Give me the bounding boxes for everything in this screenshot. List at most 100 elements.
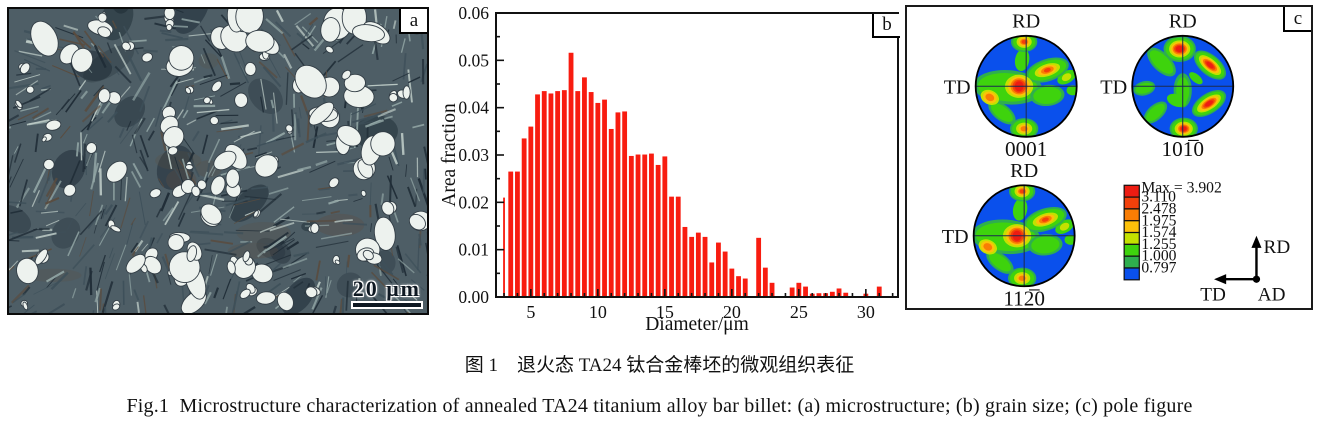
legend-level-label: 2.478	[1141, 200, 1176, 217]
pf-top-label: RD	[1169, 11, 1197, 33]
bar	[669, 196, 674, 297]
bar	[789, 287, 795, 297]
y-tick-label: 0.04	[458, 98, 489, 118]
bar	[716, 242, 721, 297]
scale-bar: 20 μm	[352, 276, 421, 307]
bar	[515, 171, 520, 297]
bar	[736, 276, 741, 297]
bar	[689, 236, 695, 297]
y-tick-label: 0.05	[458, 50, 489, 70]
pf-plane-label: 101̅0	[1162, 137, 1204, 161]
bar	[642, 154, 648, 297]
micrograph-image	[9, 9, 427, 313]
bar	[568, 52, 574, 298]
pf-left-label: TD	[944, 76, 971, 98]
y-tick-label: 0.01	[458, 240, 489, 260]
x-axis-label: Diameter/μm	[645, 314, 749, 335]
bar	[742, 278, 748, 297]
x-tick-label: 15	[656, 302, 674, 322]
pf-plane-label: 112̅0	[1003, 286, 1045, 308]
bar	[722, 251, 728, 297]
bar	[561, 90, 567, 298]
bar	[829, 291, 835, 297]
bar	[582, 77, 587, 298]
pole-figure-1120: RD TD 112̅0	[942, 160, 1076, 308]
caption-chinese: 图 1 退火态 TA24 钛合金棒坯的微观组织表征	[464, 355, 855, 376]
legend-level-label: 1.255	[1141, 236, 1176, 253]
x-tick-label: 25	[790, 302, 808, 322]
bar	[635, 154, 641, 297]
bar	[508, 171, 514, 297]
bar	[769, 282, 775, 297]
panel-b-label: b	[872, 14, 900, 38]
bar	[729, 268, 735, 297]
y-tick-label: 0.06	[458, 3, 489, 23]
pf-top-label: RD	[1010, 160, 1038, 182]
alpha-grains	[14, 9, 427, 313]
bar	[655, 164, 661, 297]
bar	[535, 94, 540, 297]
bar	[843, 292, 849, 297]
legend-level-label: 3.110	[1141, 189, 1176, 206]
pole-figure-0001: RD TD 0001	[944, 11, 1078, 161]
scale-bar-label: 20 μm	[352, 276, 421, 301]
panel-c-label: c	[1283, 7, 1311, 32]
x-tick-label: 5	[526, 302, 535, 322]
bar	[816, 293, 822, 297]
legend-level-label: 1.000	[1141, 248, 1176, 265]
legend-level-label: 1.975	[1141, 212, 1176, 229]
triad-ad-label: AD	[1258, 284, 1286, 305]
pf-left-label: TD	[1100, 76, 1127, 98]
pf-left-label: TD	[942, 226, 969, 248]
bar	[662, 156, 668, 297]
triad-td-label: TD	[1200, 284, 1226, 305]
bar	[756, 237, 762, 297]
bar	[521, 138, 527, 297]
legend-max-label: Max = 3.902	[1141, 179, 1222, 196]
x-tick-label: 20	[723, 302, 741, 322]
bar	[575, 91, 581, 297]
pole-figure-1010: RD TD 101̅0	[1100, 11, 1235, 161]
panel-b-bar-chart: 5 10 15 20 25 30 0.00 0.01 0.02 0.03 0.04 0.05 0.06 D…	[440, 3, 899, 335]
bar	[649, 153, 654, 297]
bar	[588, 92, 594, 297]
panel-c-pole-figures: RD TD 0001 RD TD 101̅0 RD TD 112̅0 Max = 3.902 3.1…	[905, 5, 1313, 310]
pf-top-label: RD	[1012, 11, 1040, 33]
bar	[528, 126, 534, 297]
bar	[541, 91, 547, 297]
bar	[675, 196, 681, 297]
bar	[702, 236, 708, 297]
bar	[836, 288, 842, 297]
bar	[595, 102, 601, 298]
bar	[762, 267, 768, 297]
bar	[695, 232, 701, 297]
y-tick-label: 0.00	[458, 287, 489, 307]
pf-plane-label: 0001	[1005, 137, 1047, 161]
bar	[608, 128, 614, 297]
bar	[503, 197, 505, 297]
bar	[709, 262, 715, 297]
y-axis-label: Area fraction	[440, 103, 460, 207]
orientation-triad: RD TD AD	[1200, 235, 1290, 305]
y-tick-label: 0.02	[458, 192, 489, 212]
bar	[803, 286, 808, 297]
bar	[876, 286, 882, 297]
bar	[555, 91, 561, 297]
bar	[602, 99, 607, 298]
bar	[548, 93, 554, 297]
legend-level-label: 1.574	[1141, 224, 1176, 241]
x-tick-label: 30	[857, 302, 875, 322]
panel-a-label: a	[399, 9, 427, 34]
plot-frame	[495, 12, 899, 298]
y-tick-label: 0.03	[458, 145, 489, 165]
x-tick-label: 10	[589, 302, 607, 322]
color-scale-legend: Max = 3.9023.1102.4781.9751.5741.2551.00…	[1123, 179, 1222, 281]
bar	[682, 226, 688, 297]
bar	[628, 155, 634, 297]
bar	[622, 111, 628, 297]
bars-group	[503, 52, 882, 298]
panel-a-micrograph: a 20 μm	[7, 7, 429, 315]
bar	[615, 112, 621, 298]
